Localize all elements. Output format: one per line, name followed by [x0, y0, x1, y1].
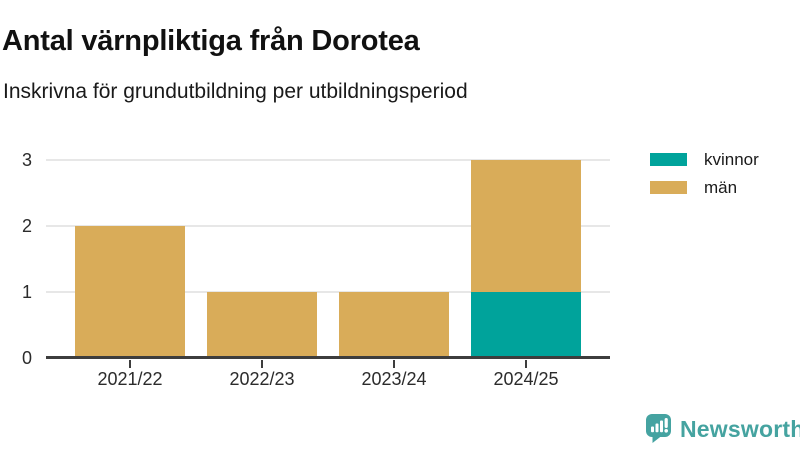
legend-label-kvinnor: kvinnor: [704, 150, 759, 169]
gridline-y-2: [46, 225, 610, 227]
x-tick-mark-2022/23: [261, 360, 263, 368]
y-tick-label-3: 3: [21, 150, 32, 170]
gridline-y-1: [46, 291, 610, 293]
x-tick-label-2021/22: 2021/22: [97, 369, 163, 389]
newsworthy-logo-text: Newsworthy: [680, 415, 800, 442]
bar-segment-kvinnor-2024/25: [471, 292, 581, 358]
chart-subtitle: Inskrivna för grundutbildning per utbild…: [3, 80, 468, 103]
x-tick-label-2024/25: 2024/25: [493, 369, 559, 389]
newsworthy-logo-icon: [646, 414, 671, 443]
x-tick-mark-2024/25: [525, 360, 527, 368]
y-tick-label-1: 1: [21, 282, 32, 302]
plot-area: [46, 159, 610, 368]
bar-segment-män-2022/23: [207, 292, 317, 358]
y-tick-label-2: 2: [21, 216, 32, 236]
bar-segment-män-2024/25: [471, 160, 581, 292]
gridline-y-3: [46, 159, 610, 161]
x-tick-label-2023/24: 2023/24: [361, 369, 427, 389]
legend-item-man: män: [650, 178, 759, 197]
x-axis-labels: 2021/22 2022/23 2023/24 2024/25: [46, 369, 610, 395]
legend-swatch-man: [650, 181, 687, 194]
chart-title: Antal värnpliktiga från Dorotea: [2, 25, 420, 58]
bar-segment-män-2023/24: [339, 292, 449, 358]
legend-item-kvinnor: kvinnor: [650, 150, 759, 169]
y-tick-label-0: 0: [21, 348, 32, 368]
x-tick-mark-2023/24: [393, 360, 395, 368]
y-axis-labels: 0 1 2 3: [0, 150, 40, 368]
x-axis-line: [46, 356, 610, 359]
bar-segment-män-2021/22: [75, 226, 185, 358]
legend: kvinnor män: [650, 150, 759, 206]
x-tick-label-2022/23: 2022/23: [229, 369, 295, 389]
newsworthy-logo[interactable]: Newsworthy: [645, 413, 800, 444]
x-tick-mark-2021/22: [129, 360, 131, 368]
legend-label-man: män: [704, 178, 738, 197]
legend-swatch-kvinnor: [650, 153, 687, 166]
